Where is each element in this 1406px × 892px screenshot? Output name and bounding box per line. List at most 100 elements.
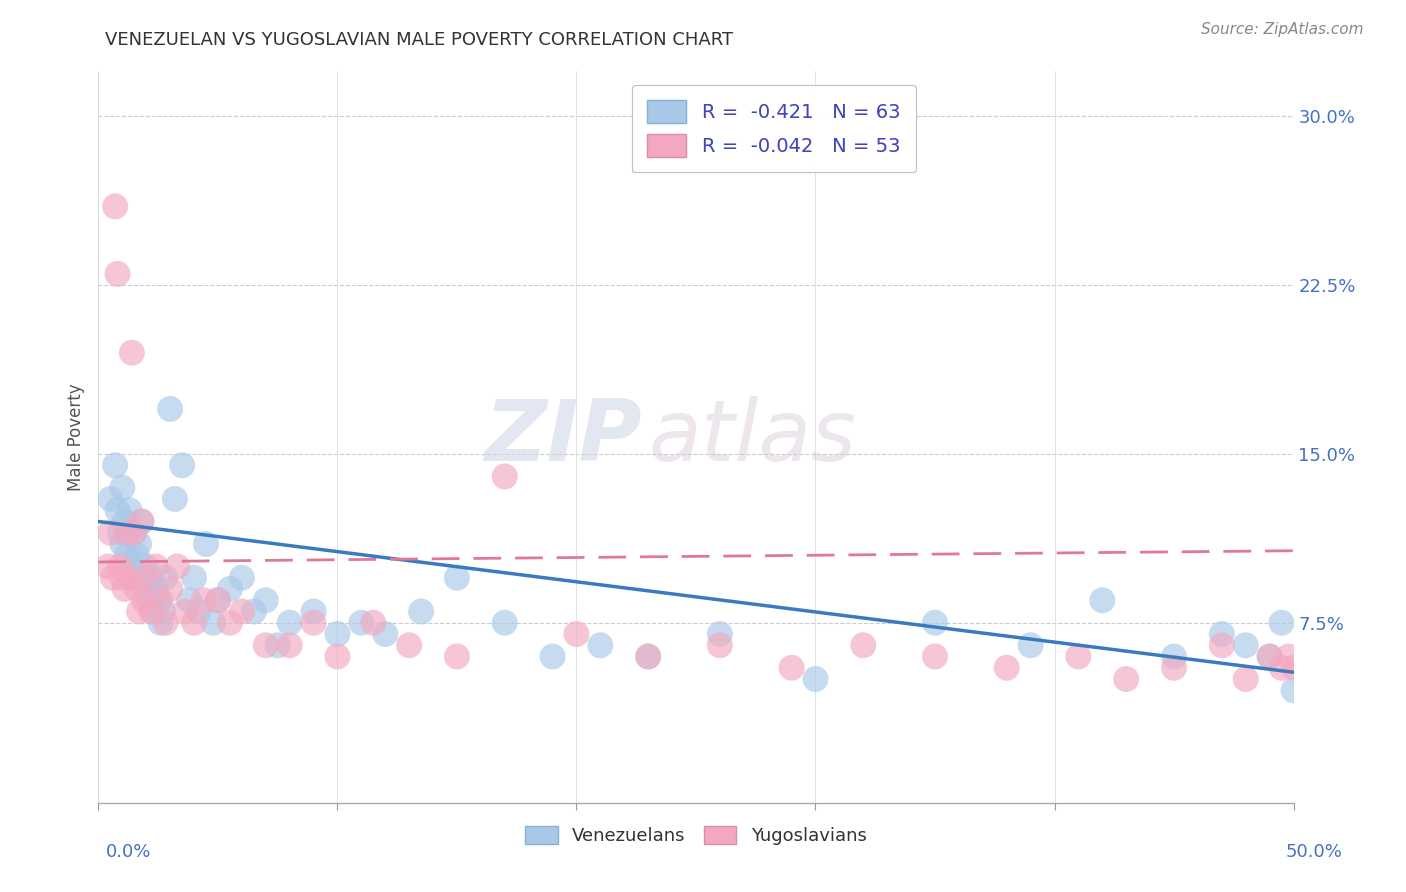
Point	[135, 571, 157, 585]
Point	[183, 615, 205, 630]
Point	[187, 605, 209, 619]
Point	[446, 571, 468, 585]
Point	[1278, 649, 1301, 664]
Point	[111, 537, 134, 551]
Point	[243, 605, 266, 619]
Point	[139, 605, 162, 619]
Point	[111, 571, 134, 585]
Text: Source: ZipAtlas.com: Source: ZipAtlas.com	[1201, 22, 1364, 37]
Point	[326, 649, 349, 664]
Point	[138, 593, 160, 607]
Point	[1211, 638, 1233, 652]
Point	[193, 593, 215, 607]
Text: ZIP: ZIP	[485, 395, 643, 479]
Point	[183, 571, 205, 585]
Point	[159, 401, 181, 416]
Point	[852, 638, 875, 652]
Point	[115, 548, 138, 562]
Point	[152, 605, 174, 619]
Point	[145, 582, 167, 596]
Text: 50.0%: 50.0%	[1286, 843, 1343, 861]
Point	[111, 481, 134, 495]
Point	[115, 525, 138, 540]
Point	[155, 571, 177, 585]
Point	[124, 525, 146, 540]
Point	[159, 582, 181, 596]
Point	[995, 661, 1018, 675]
Point	[1258, 649, 1281, 664]
Point	[446, 649, 468, 664]
Point	[565, 627, 588, 641]
Point	[1211, 627, 1233, 641]
Point	[125, 582, 148, 596]
Point	[173, 605, 195, 619]
Point	[924, 649, 946, 664]
Point	[148, 593, 170, 607]
Point	[202, 615, 225, 630]
Legend: R =  -0.421   N = 63, R =  -0.042   N = 53: R = -0.421 N = 63, R = -0.042 N = 53	[631, 85, 915, 172]
Point	[326, 627, 349, 641]
Point	[589, 638, 612, 652]
Point	[145, 559, 167, 574]
Point	[302, 605, 325, 619]
Point	[172, 458, 194, 473]
Point	[128, 537, 150, 551]
Point	[278, 615, 301, 630]
Text: 0.0%: 0.0%	[105, 843, 150, 861]
Point	[637, 649, 659, 664]
Point	[411, 605, 433, 619]
Point	[108, 559, 131, 574]
Text: VENEZUELAN VS YUGOSLAVIAN MALE POVERTY CORRELATION CHART: VENEZUELAN VS YUGOSLAVIAN MALE POVERTY C…	[105, 31, 734, 49]
Point	[1234, 672, 1257, 686]
Point	[804, 672, 827, 686]
Point	[98, 491, 122, 506]
Point	[637, 649, 659, 664]
Point	[104, 458, 127, 473]
Point	[541, 649, 564, 664]
Point	[1271, 615, 1294, 630]
Point	[1163, 661, 1185, 675]
Point	[207, 593, 229, 607]
Point	[101, 571, 124, 585]
Point	[135, 582, 157, 596]
Point	[107, 503, 129, 517]
Point	[114, 582, 136, 596]
Point	[132, 571, 155, 585]
Point	[1163, 649, 1185, 664]
Point	[104, 199, 127, 213]
Point	[149, 593, 172, 607]
Point	[709, 638, 731, 652]
Point	[131, 515, 153, 529]
Point	[1234, 638, 1257, 652]
Point	[494, 469, 516, 483]
Point	[115, 525, 138, 540]
Point	[108, 525, 131, 540]
Point	[363, 615, 385, 630]
Point	[350, 615, 373, 630]
Point	[278, 638, 301, 652]
Point	[254, 638, 277, 652]
Point	[219, 615, 242, 630]
Y-axis label: Male Poverty: Male Poverty	[66, 384, 84, 491]
Text: atlas: atlas	[648, 395, 856, 479]
Point	[179, 593, 201, 607]
Point	[125, 548, 148, 562]
Point	[149, 615, 172, 630]
Point	[494, 615, 516, 630]
Point	[1067, 649, 1090, 664]
Point	[1282, 661, 1305, 675]
Point	[207, 593, 229, 607]
Point	[780, 661, 803, 675]
Point	[97, 559, 120, 574]
Point	[924, 615, 946, 630]
Point	[131, 515, 153, 529]
Point	[118, 503, 141, 517]
Point	[231, 571, 253, 585]
Point	[398, 638, 420, 652]
Point	[139, 571, 162, 585]
Point	[1091, 593, 1114, 607]
Point	[1019, 638, 1042, 652]
Point	[219, 582, 242, 596]
Point	[195, 537, 218, 551]
Point	[124, 571, 146, 585]
